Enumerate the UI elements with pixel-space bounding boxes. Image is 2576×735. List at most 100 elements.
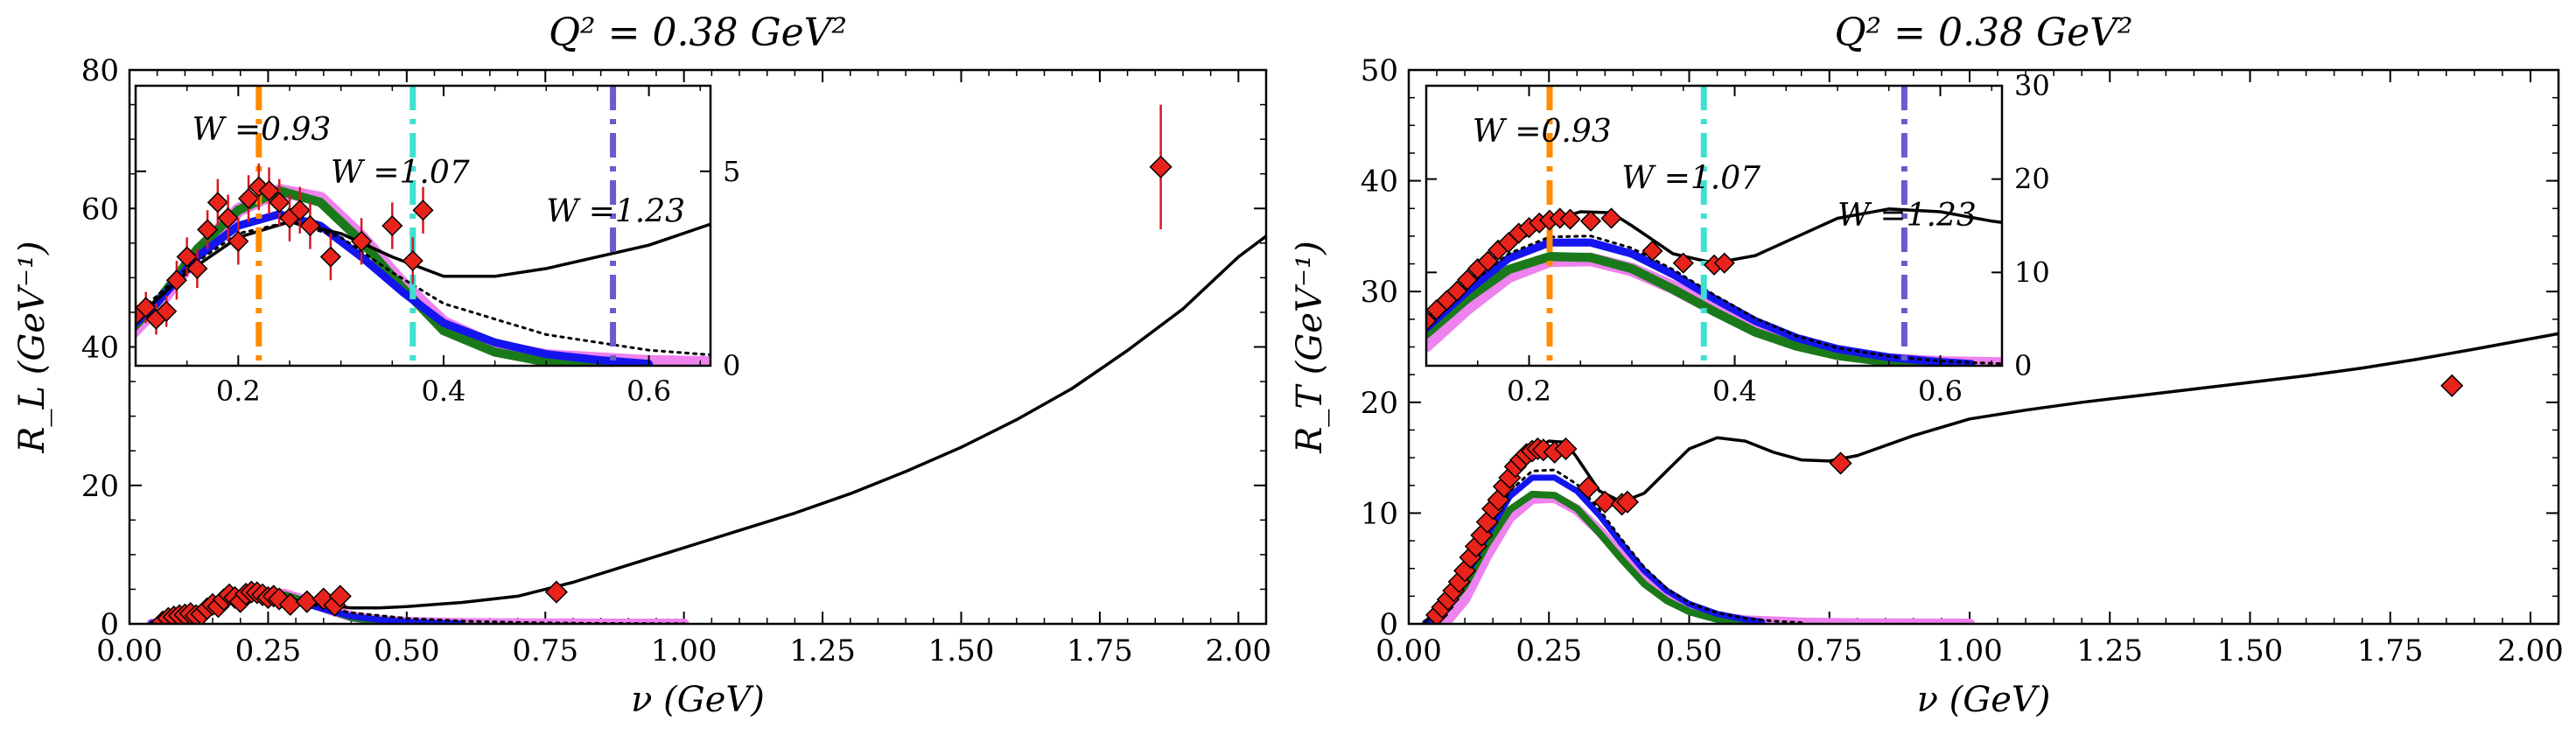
inset-y-tick-label: 0 [2014,349,2032,382]
inset-data-point [206,192,228,214]
main-data-point [1149,155,1172,178]
inset-annotation-w3: W =1.23 [1838,198,1977,234]
inset-y-tick-label: 30 [2014,69,2050,102]
x-tick-label: 2.00 [2497,634,2564,668]
inset-data-point [186,257,208,279]
y-tick-label: 40 [81,331,119,366]
x-tick-label: 0.50 [374,634,440,668]
inset-annotation-w1: W =0.93 [1473,114,1612,150]
y-tick-label: 80 [81,53,119,88]
y-tick-label: 30 [1361,275,1398,310]
y-tick-label: 10 [1361,496,1398,531]
y-tick-label: 0 [100,607,119,642]
inset-data-point [319,246,341,268]
x-tick-label: 1.75 [2357,634,2424,668]
inset-data-point [1446,280,1468,302]
inset-data-point [136,297,157,318]
inset-data-point [351,230,373,252]
inset-data-point [1477,250,1499,272]
inset-data-point [1642,240,1663,262]
series-curve-black [1424,332,2558,624]
inset-data-point [197,219,219,241]
inset-data-point [228,230,249,252]
inset-plot-area [1365,86,2124,368]
main-data-point [328,584,352,608]
x-tick-label: 0.25 [1516,634,1582,668]
inset-data-point [156,300,178,322]
x-tick-label: 0.00 [96,634,163,668]
x-tick-label: 0.75 [512,634,578,668]
inset-y-tick-label: 20 [2014,163,2050,196]
y-tick-label: 20 [1361,386,1398,421]
series-curve-green [1426,252,1945,366]
inset-data-point [289,200,311,221]
x-axis-label: ν (GeV) [1917,680,2051,720]
inset-data-point [1456,269,1479,290]
x-tick-label: 1.00 [651,634,718,668]
main-data-point [1829,452,1852,475]
x-tick-label: 1.50 [2217,634,2284,668]
inset-data-point [1376,342,1395,361]
main-data-point [544,580,568,604]
inset-data-point [412,200,434,221]
inset-data-point [237,187,260,209]
plot-area [1422,332,2558,624]
inset-data-point [2105,220,2124,240]
inset-x-tick-label: 0.4 [1712,374,1757,408]
inset-frame [134,84,712,368]
x-tick-label: 1.25 [789,634,856,668]
inset-data-point [382,214,403,237]
x-tick-label: 2.00 [1205,634,1271,668]
inset-x-tick-label: 0.2 [216,374,261,408]
inset-data-point [1672,252,1694,274]
x-tick-label: 1.75 [1067,634,1133,668]
inset-annotation-w2: W =1.07 [331,155,470,191]
x-tick-label: 0.00 [1376,634,1442,668]
inset-annotation-w2: W =1.07 [1621,160,1760,196]
inset-data-point [1559,208,1581,230]
inset-data-point [299,214,321,237]
main-data-point [1554,437,1578,461]
chart-panel-2: 0.00 0.25 0.50 0.75 1.00 1.25 1.50 1.75 2.00 0 10 2… [1290,10,2564,720]
inset-data-point [1365,348,1384,368]
inset-data-point [176,246,198,268]
main-data-point [1593,490,1617,514]
inset-data-point [402,249,424,272]
plot-frame [1407,68,2560,626]
x-tick-label: 0.50 [1656,634,1723,668]
x-tick-label: 1.25 [2076,634,2143,668]
x-tick-label: 1.00 [1936,634,2003,668]
inset-data-point [269,192,290,214]
inset-data-point [1396,328,1416,347]
plot-frame [128,68,1268,626]
inset-data-point [1426,310,1438,332]
inset-annotation-w1: W =0.93 [192,112,332,148]
inset-chart: W =0.93W =1.07 W =1.23 0.2 0.4 0.6 0 10 20 30 [1365,69,2124,408]
series-curve-black [136,220,710,321]
inset-data-point [217,207,239,229]
main-data-point [2440,374,2464,397]
main-data-point [268,587,291,611]
inset-x-tick-label: 0.4 [422,374,466,408]
inset-y-tick-label: 0 [723,349,740,382]
inset-data-point [258,179,280,202]
main-data-point [1577,476,1600,500]
inset-data-point [1600,207,1622,229]
inset-data-point [165,270,187,291]
y-tick-label: 20 [81,469,119,504]
x-axis-label: ν (GeV) [631,680,765,720]
inset-data-point [1713,252,1735,274]
inset-data-point [248,176,270,198]
inset-annotation-w3: W =1.23 [546,194,685,230]
x-tick-label: 0.75 [1796,634,1863,668]
chart-title: Q² = 0.38 GeV² [1834,10,2132,55]
inset-x-tick-label: 0.6 [1918,374,1963,408]
inset-data-point [1386,336,1405,355]
x-tick-label: 1.50 [928,634,995,668]
inset-data-point [1579,210,1602,232]
inset-y-tick-label: 5 [723,155,740,188]
y-tick-label: 60 [81,192,119,227]
inset-data-point [814,178,833,197]
chart-panel-1: 0.00 0.2 5 0.50 0.75 1.00 1.25 1.50 1.75 2.00 0 20 4… [12,10,1271,720]
